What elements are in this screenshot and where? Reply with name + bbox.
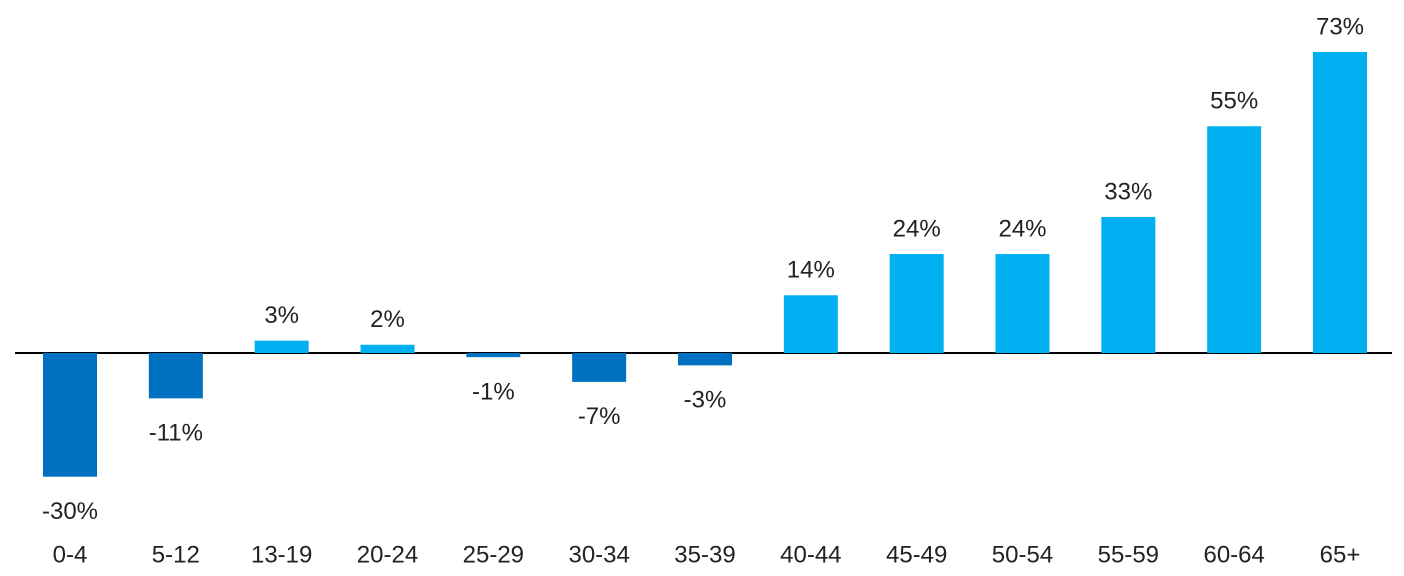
value-label: 55%: [1210, 88, 1258, 115]
value-label: 73%: [1316, 13, 1364, 40]
bar: [43, 353, 97, 477]
value-label: -30%: [42, 498, 98, 525]
value-label: -3%: [684, 387, 727, 414]
x-tick-label: 55-59: [1098, 541, 1159, 568]
value-label: 24%: [998, 215, 1046, 242]
x-tick-label: 25-29: [463, 541, 524, 568]
x-tick-label: 0-4: [53, 541, 88, 568]
value-label: 2%: [370, 306, 405, 333]
bar: [1313, 52, 1367, 353]
x-tick-label: 50-54: [992, 541, 1053, 568]
x-tick-label: 13-19: [251, 541, 312, 568]
x-tick-label: 65+: [1320, 541, 1361, 568]
value-label: 3%: [264, 302, 299, 329]
x-tick-label: 35-39: [674, 541, 735, 568]
value-label: 33%: [1104, 178, 1152, 205]
bar: [148, 353, 203, 399]
bar: [995, 254, 1050, 353]
bar: [360, 344, 415, 353]
x-tick-label: 5-12: [152, 541, 200, 568]
x-tick-label: 60-64: [1203, 541, 1264, 568]
x-tick-label: 20-24: [357, 541, 418, 568]
bar: [678, 353, 732, 366]
value-label: -7%: [578, 403, 621, 430]
bar: [572, 353, 627, 382]
bar: [1101, 216, 1156, 353]
x-tick-label: 30-34: [568, 541, 629, 568]
bar: [889, 254, 944, 353]
x-tick-label: 45-49: [886, 541, 947, 568]
value-label: 24%: [893, 215, 941, 242]
bar: [783, 295, 838, 353]
value-label: -1%: [472, 378, 515, 405]
bar: [254, 340, 309, 353]
bar: [1207, 126, 1262, 353]
value-label: -11%: [149, 420, 203, 447]
x-tick-label: 40-44: [780, 541, 841, 568]
value-label: 14%: [787, 257, 835, 284]
bar: [466, 353, 521, 358]
